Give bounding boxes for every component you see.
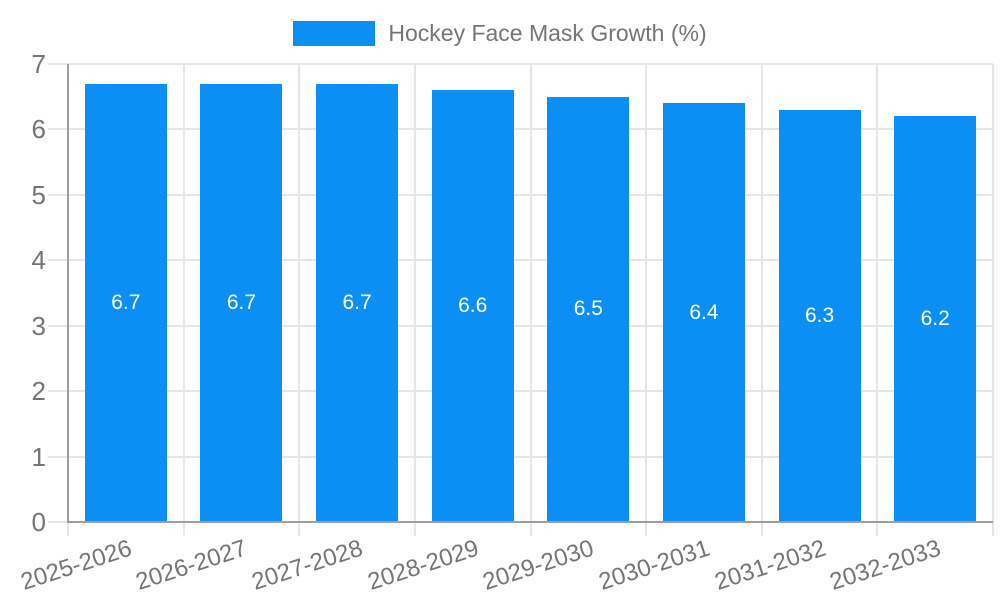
y-axis-tick — [48, 259, 68, 262]
y-axis-tick — [48, 128, 68, 131]
gridline-vertical — [645, 64, 648, 522]
gridline-vertical — [992, 64, 994, 522]
x-axis-tick — [992, 522, 994, 536]
y-axis-tick — [48, 193, 68, 196]
y-axis-tick-label: 2 — [31, 376, 46, 407]
legend[interactable]: Hockey Face Mask Growth (%) — [0, 16, 1000, 50]
y-axis-tick — [48, 521, 68, 523]
y-axis-tick — [48, 455, 68, 458]
bar-value-label: 6.7 — [342, 290, 372, 314]
x-axis-line — [67, 521, 993, 523]
bar-value-label: 6.3 — [804, 303, 835, 327]
legend-swatch — [293, 20, 376, 46]
bar-value-label: 6.6 — [458, 294, 488, 318]
bar-value-label: 6.7 — [111, 290, 141, 314]
y-axis-tick-label: 1 — [31, 441, 46, 472]
gridline-vertical — [413, 64, 416, 522]
x-axis-tick — [413, 522, 416, 536]
x-axis-tick — [298, 522, 301, 536]
y-axis-tick-label: 3 — [31, 310, 46, 341]
gridline-vertical — [529, 64, 532, 522]
bar[interactable]: 6.6 — [431, 90, 514, 522]
y-axis-tick-label: 5 — [31, 179, 46, 210]
y-axis-tick-label: 0 — [31, 507, 46, 537]
bar-value-label: 6.5 — [573, 297, 603, 321]
bar[interactable]: 6.7 — [200, 83, 283, 522]
bar-value-label: 6.7 — [226, 290, 257, 314]
y-axis-tick — [48, 63, 68, 65]
x-axis-tick — [645, 522, 648, 536]
y-axis-tick-label: 7 — [31, 49, 46, 79]
bar[interactable]: 6.3 — [778, 109, 861, 522]
x-axis-tick — [876, 522, 879, 536]
bar-value-label: 6.4 — [689, 300, 719, 324]
x-axis-tick — [67, 522, 69, 536]
y-axis-tick — [48, 324, 68, 327]
bar[interactable]: 6.5 — [547, 96, 630, 522]
gridline-vertical — [876, 64, 879, 522]
y-axis-tick-label: 4 — [31, 245, 46, 276]
x-axis-tick — [182, 522, 185, 536]
bar[interactable]: 6.2 — [894, 116, 977, 522]
x-axis-tick — [760, 522, 763, 536]
legend-label: Hockey Face Mask Growth (%) — [388, 19, 707, 46]
bar-value-label: 6.2 — [920, 307, 950, 331]
y-axis-tick-label: 6 — [31, 114, 46, 145]
y-axis-line — [67, 64, 69, 522]
gridline-vertical — [182, 64, 185, 522]
gridline-vertical — [298, 64, 301, 522]
bar[interactable]: 6.4 — [662, 103, 745, 522]
gridline-vertical — [760, 64, 763, 522]
bar[interactable]: 6.7 — [316, 83, 399, 522]
bar[interactable]: 6.7 — [84, 83, 167, 522]
y-axis-tick — [48, 390, 68, 393]
x-axis-tick — [529, 522, 532, 536]
